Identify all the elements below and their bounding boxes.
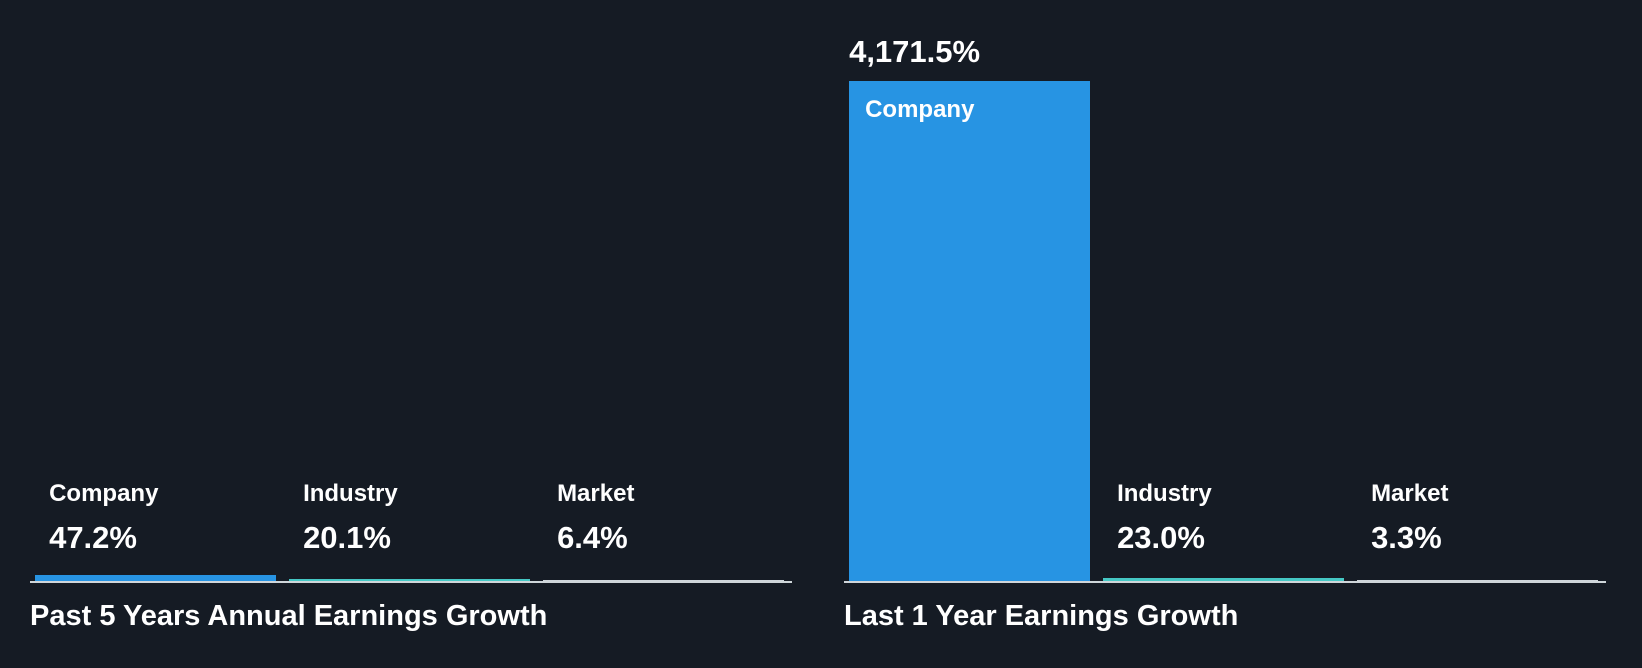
bar-group-industry: Industry 20.1% — [284, 13, 538, 581]
market-bar — [543, 580, 785, 581]
industry-bar — [1103, 578, 1345, 581]
chart-last-1-year: Company 4,171.5% Industry 23.0% Market 3… — [844, 13, 1606, 634]
value-label-company: 47.2% — [49, 519, 137, 555]
value-label-market: 3.3% — [1371, 519, 1442, 555]
industry-bar — [289, 579, 531, 581]
bar-group-market: Market 3.3% — [1352, 13, 1606, 581]
chart-past-5-years: Company 47.2% Industry 20.1% Market 6.4%… — [30, 13, 792, 634]
category-label-market: Market — [1371, 479, 1449, 507]
chart-title-last-1-year: Last 1 Year Earnings Growth — [844, 600, 1239, 632]
value-label-company: 4,171.5% — [849, 33, 981, 69]
chart-title-past-5-years: Past 5 Years Annual Earnings Growth — [30, 600, 548, 632]
category-label-company: Company — [865, 95, 975, 123]
category-label-market: Market — [557, 479, 635, 507]
bar-group-company: Company 47.2% — [30, 13, 284, 581]
chart-plot-last-1-year: Company 4,171.5% Industry 23.0% Market 3… — [844, 13, 1606, 583]
category-label-company: Company — [49, 479, 159, 507]
company-bar — [849, 81, 1091, 581]
bar-group-industry: Industry 23.0% — [1098, 13, 1352, 581]
value-label-industry: 20.1% — [303, 519, 391, 555]
bar-group-company: Company 4,171.5% — [844, 13, 1098, 581]
category-label-industry: Industry — [303, 479, 398, 507]
bar-group-market: Market 6.4% — [538, 13, 792, 581]
chart-plot-past-5-years: Company 47.2% Industry 20.1% Market 6.4% — [30, 13, 792, 583]
value-label-industry: 23.0% — [1117, 519, 1205, 555]
company-bar — [35, 575, 277, 581]
category-label-industry: Industry — [1117, 479, 1212, 507]
earnings-growth-charts: Company 47.2% Industry 20.1% Market 6.4%… — [30, 13, 1606, 634]
value-label-market: 6.4% — [557, 519, 628, 555]
market-bar — [1357, 580, 1599, 581]
